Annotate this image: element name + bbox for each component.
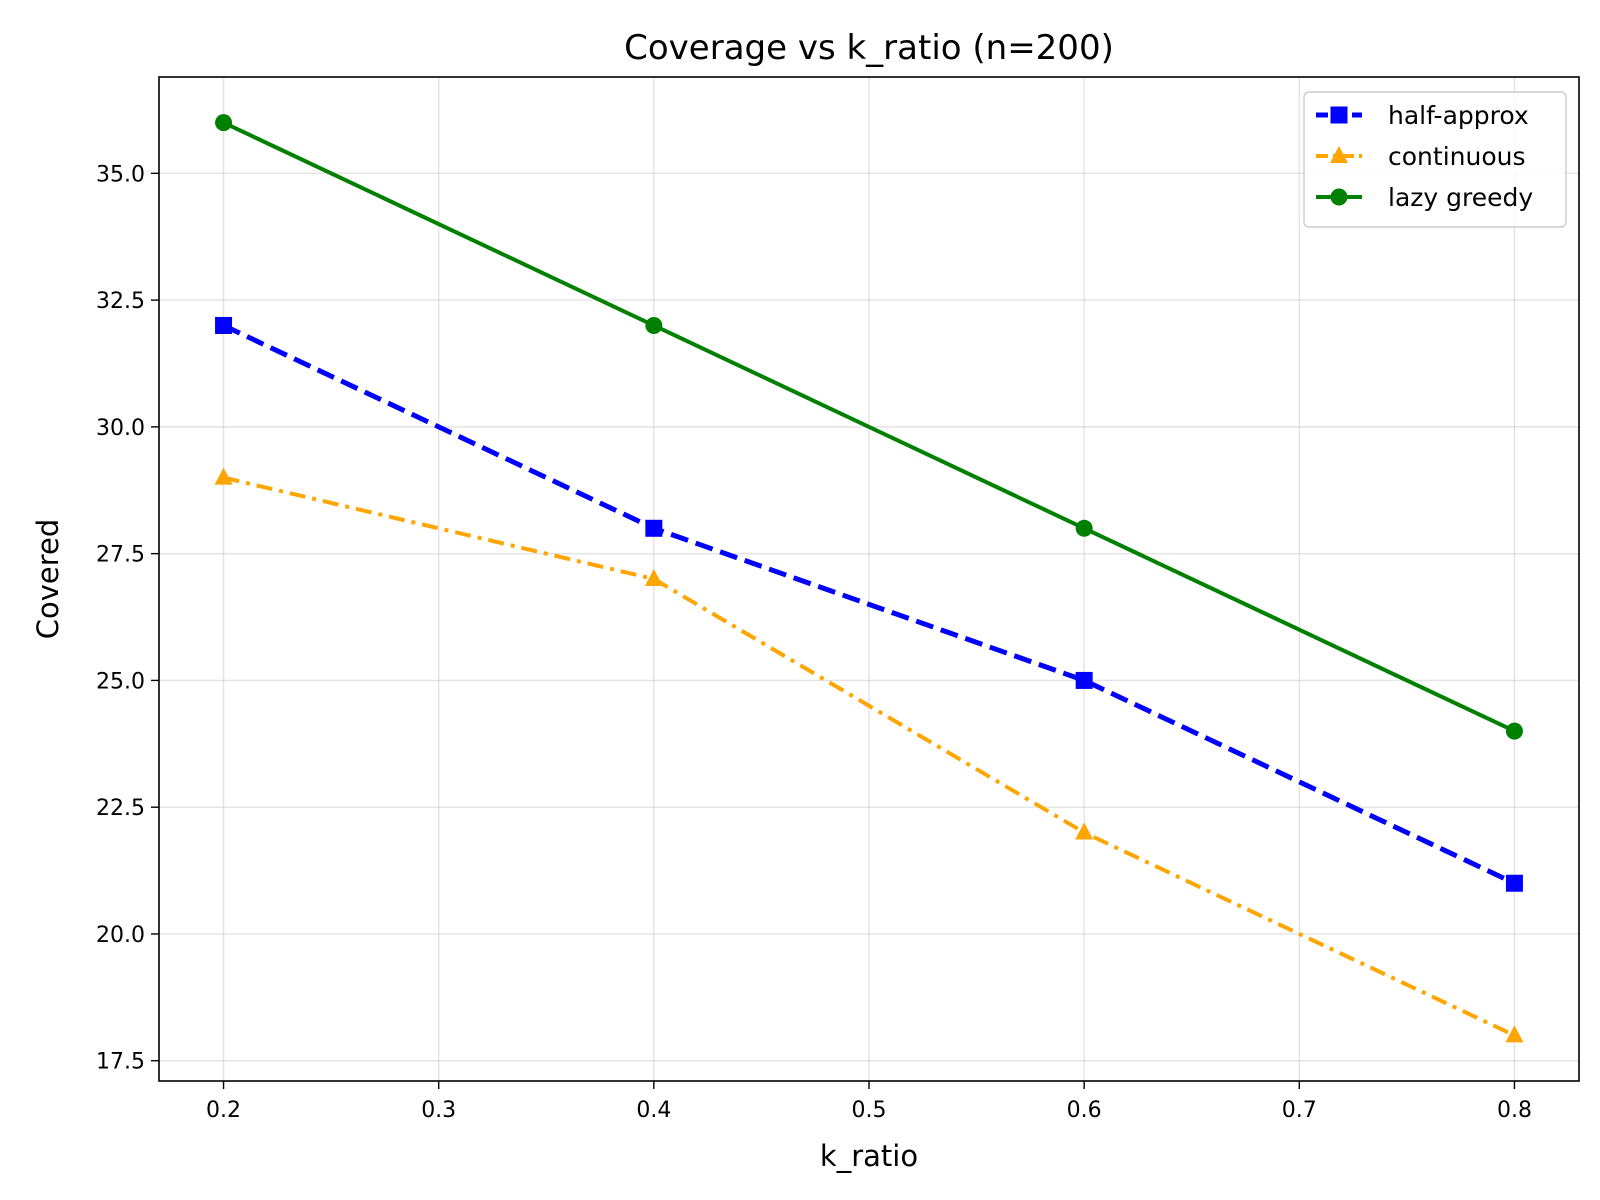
y-tick-label: 20.0 — [96, 923, 145, 948]
data-point-continuous — [214, 467, 233, 485]
x-tick-label: 0.8 — [1497, 1098, 1532, 1123]
chart-title: Coverage vs k_ratio (n=200) — [624, 28, 1114, 68]
y-tick-label: 17.5 — [96, 1050, 145, 1075]
x-tick-label: 0.3 — [421, 1098, 456, 1123]
x-tick-label: 0.4 — [636, 1098, 671, 1123]
series-line-half-approx — [222, 323, 1516, 886]
legend-label-lazy-greedy: lazy greedy — [1388, 183, 1533, 212]
y-tick-label: 30.0 — [96, 416, 145, 441]
x-tick-label: 0.7 — [1282, 1098, 1317, 1123]
data-point-continuous — [644, 569, 663, 586]
y-tick-label: 22.5 — [96, 796, 145, 821]
data-point-lazy-greedy — [1505, 722, 1523, 740]
data-point-lazy-greedy — [645, 316, 663, 334]
data-point-half-approx — [645, 519, 663, 537]
legend-box — [1303, 91, 1567, 228]
data-point-continuous — [1075, 822, 1094, 840]
x-tick-label: 0.5 — [852, 1098, 887, 1123]
y-tick-label: 27.5 — [96, 543, 145, 568]
series-layer — [214, 114, 1524, 1043]
y-tick-label: 32.5 — [96, 289, 145, 314]
x-tick-label: 0.2 — [206, 1098, 241, 1123]
x-tick-label: 0.6 — [1067, 1098, 1102, 1123]
series-line-lazy-greedy — [222, 120, 1516, 733]
legend: half-approx continuous lazy greedy — [1303, 91, 1567, 228]
axis-ticks: 0.2 0.3 0.4 0.5 0.6 0.7 0.8 17.5 20.0 22.5 25.0 27.… — [96, 162, 1532, 1123]
legend-item-lazy-greedy: lazy greedy — [1316, 183, 1533, 212]
series-continuous — [214, 467, 1524, 1043]
series-line-continuous — [223, 475, 1516, 1038]
data-point-half-approx — [1075, 671, 1093, 689]
data-point-lazy-greedy — [215, 114, 233, 132]
data-point-continuous — [1505, 1025, 1524, 1043]
legend-marker-continuous — [1330, 146, 1348, 163]
legend-label-half-approx: half-approx — [1388, 101, 1529, 130]
y-tick-label: 35.0 — [96, 162, 145, 187]
data-point-half-approx — [1505, 874, 1523, 892]
legend-item-half-approx: half-approx — [1316, 101, 1529, 130]
y-tick-label: 25.0 — [96, 669, 145, 694]
series-half-approx — [215, 316, 1523, 892]
plot-area — [159, 77, 1579, 1081]
data-point-half-approx — [215, 316, 233, 334]
series-lazy-greedy — [215, 114, 1523, 740]
legend-marker-half-approx — [1330, 106, 1348, 124]
data-point-lazy-greedy — [1075, 519, 1093, 537]
legend-marker-lazy-greedy — [1330, 188, 1348, 206]
legend-item-continuous: continuous — [1316, 142, 1526, 171]
y-axis-label: Covered — [31, 519, 65, 640]
grid-lines — [159, 77, 1579, 1081]
legend-label-continuous: continuous — [1388, 142, 1526, 171]
x-axis-label: k_ratio — [820, 1139, 918, 1173]
